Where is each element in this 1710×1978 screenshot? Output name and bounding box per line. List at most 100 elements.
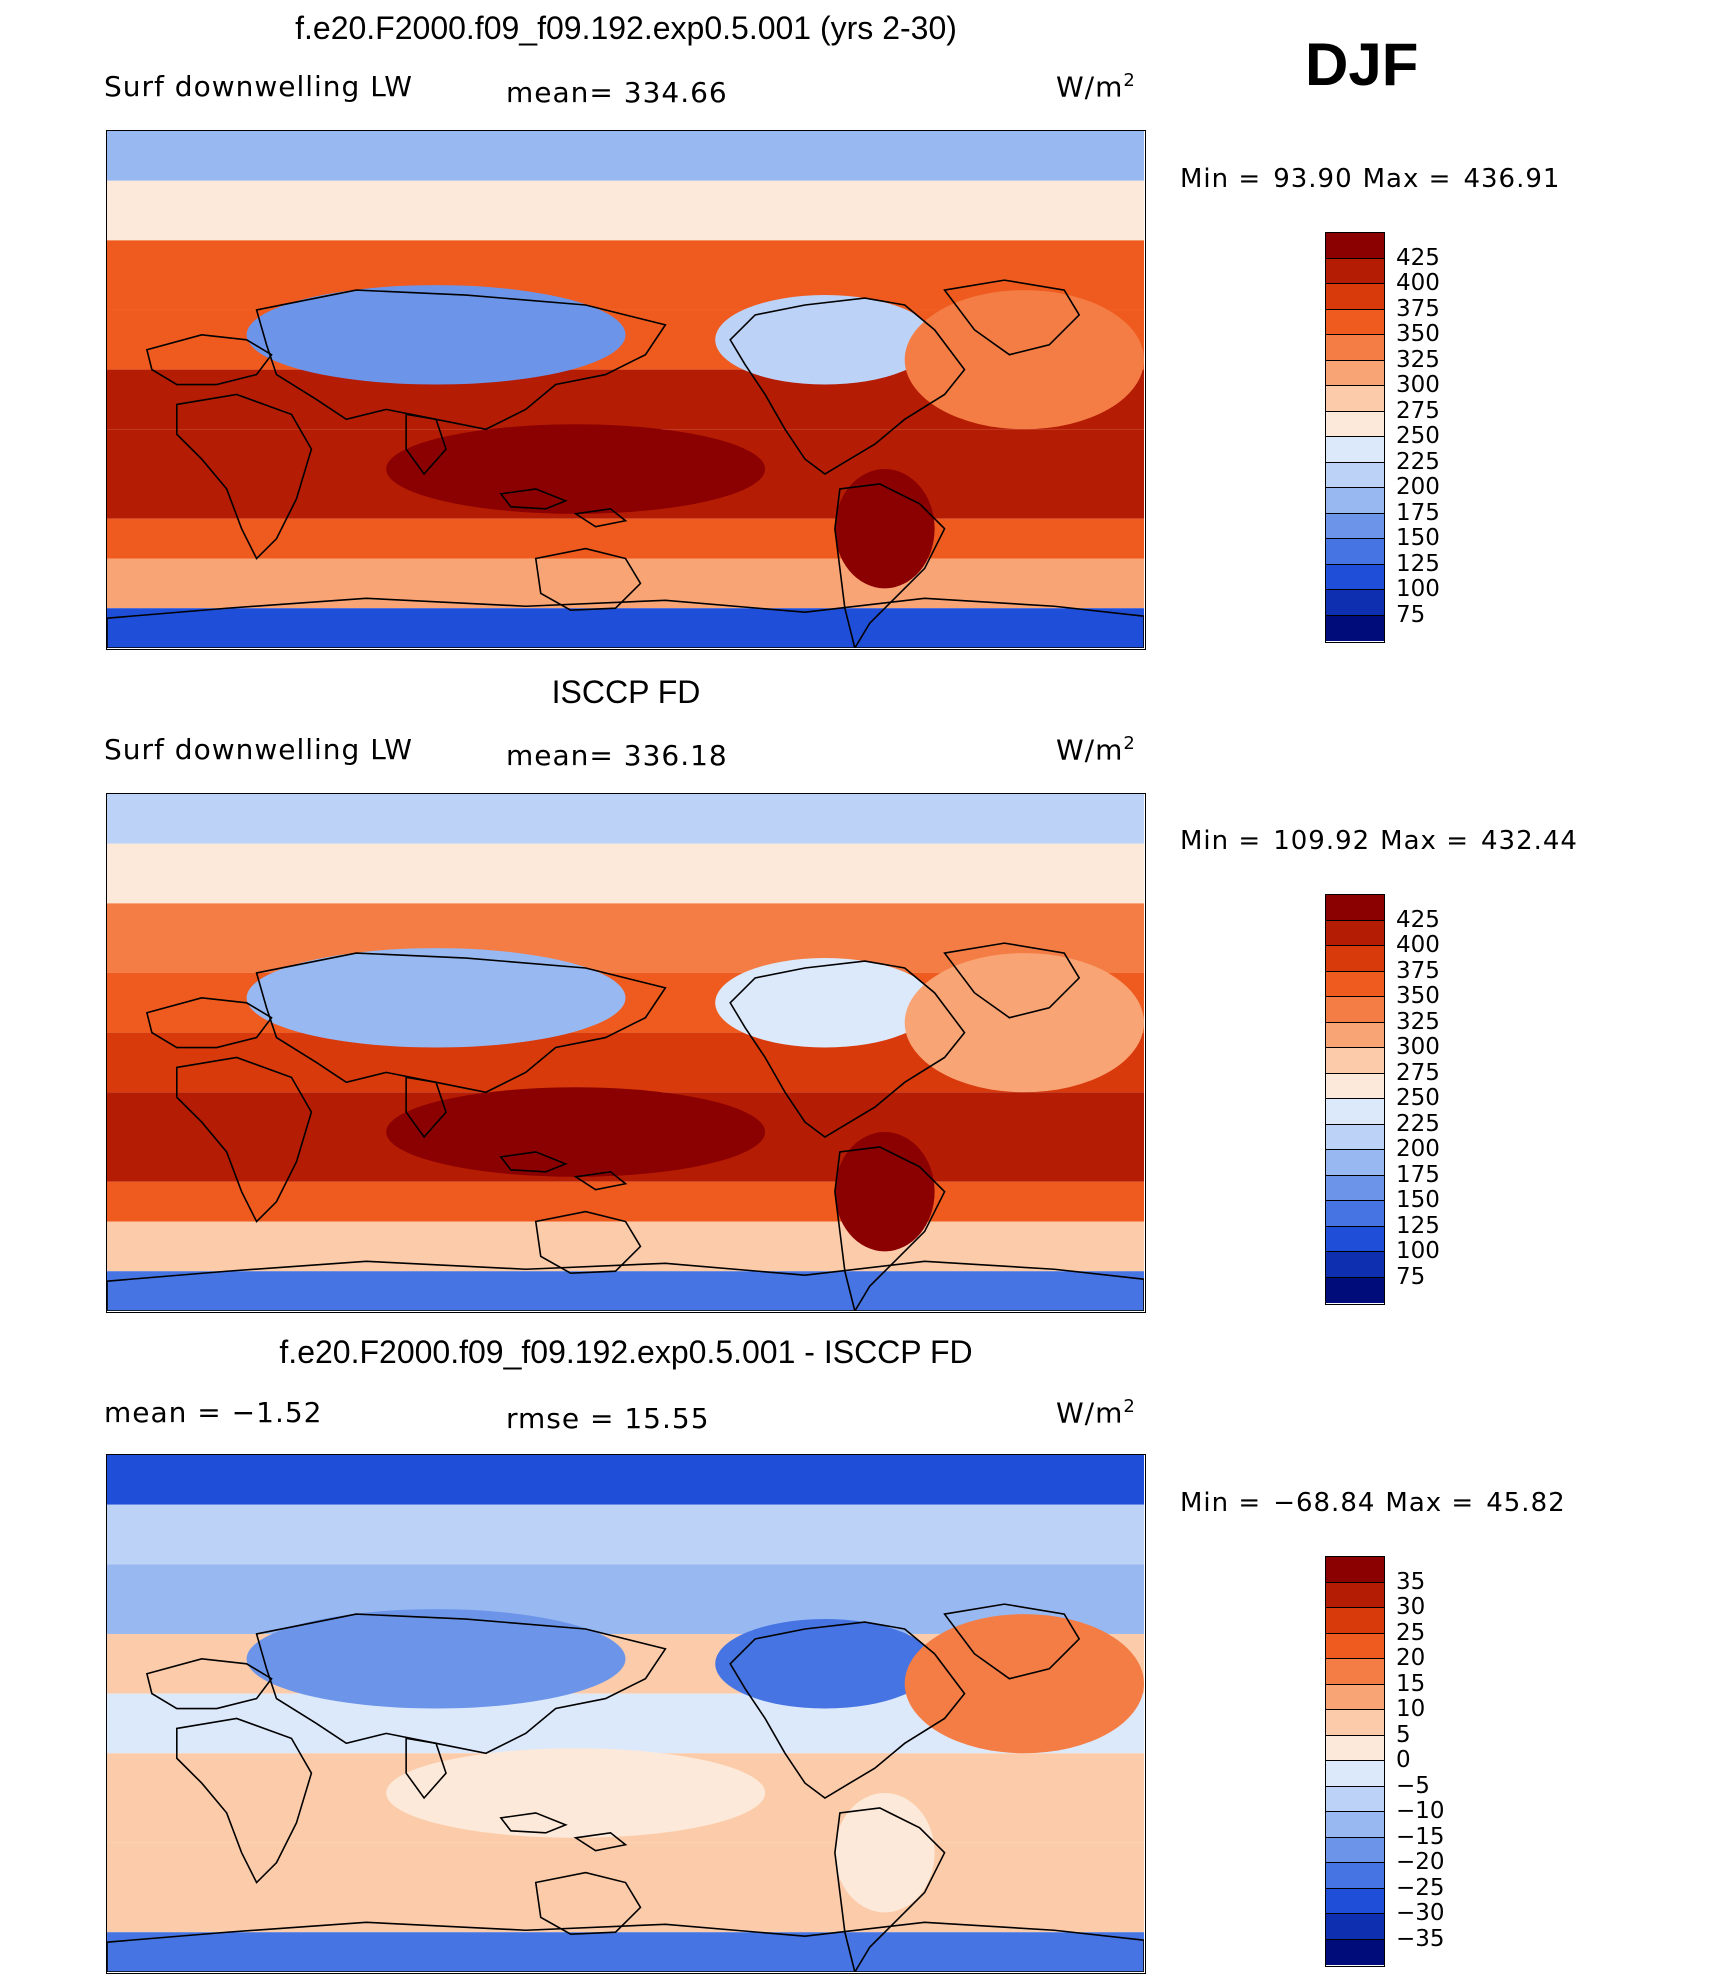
field-region	[715, 295, 935, 385]
colorbar-segment	[1326, 437, 1384, 463]
coastline	[534, 547, 642, 612]
field-band	[107, 1181, 1144, 1222]
colorbar-tick-label: 400	[1396, 270, 1440, 296]
colorbar-tick-label: −30	[1396, 1900, 1445, 1926]
min-value: 109.92	[1273, 826, 1371, 856]
field-band	[107, 843, 1144, 904]
coastline	[834, 1146, 946, 1311]
field-band	[107, 180, 1144, 241]
colorbar-segment	[1326, 1557, 1384, 1583]
colorbar-segment	[1326, 1150, 1384, 1176]
field-region	[386, 424, 766, 514]
coastline	[943, 1603, 1081, 1680]
mean-label: mean= 336.18	[506, 739, 728, 772]
field-band	[107, 794, 1144, 844]
map-panel	[106, 1454, 1146, 1974]
colorbar-tick-label: 175	[1396, 499, 1440, 526]
coastline	[573, 507, 628, 528]
colorbar-segment	[1326, 1252, 1384, 1278]
coastline	[176, 1717, 313, 1884]
coastline	[573, 1831, 628, 1852]
field-band	[107, 608, 1144, 648]
colorbar-segment	[1326, 411, 1384, 437]
coastline	[255, 289, 667, 431]
field-region	[246, 285, 626, 385]
colorbar-segment	[1326, 1812, 1384, 1838]
field-region	[904, 290, 1144, 430]
variable-label: Surf downwelling LW	[104, 733, 413, 766]
colorbar-tick-label: 325	[1396, 1008, 1440, 1035]
season-label: DJF	[1305, 31, 1419, 98]
map-plot	[107, 1455, 1144, 1972]
coastline	[176, 1056, 313, 1223]
colorbar-tick-label: 275	[1396, 397, 1440, 424]
colorbar-segment	[1326, 258, 1384, 284]
map-panel	[106, 793, 1146, 1313]
units-exponent: 2	[1123, 1396, 1136, 1417]
colorbar-segment	[1326, 1608, 1384, 1634]
min-max-line: Min = 93.90 Max = 436.91	[1180, 164, 1560, 194]
colorbar-segment	[1326, 462, 1384, 488]
colorbar-segment	[1326, 1659, 1384, 1685]
colorbar-segment	[1326, 1048, 1384, 1074]
units-label: W/m2	[1056, 70, 1136, 103]
colorbar-tick-label: −20	[1396, 1849, 1445, 1875]
colorbar-tick-label: 125	[1396, 1212, 1440, 1239]
colorbar-segment	[1326, 1124, 1384, 1150]
min-label: Min =	[1180, 1488, 1262, 1518]
colorbar-tick-label: 100	[1396, 1238, 1440, 1264]
colorbar-segment	[1326, 1914, 1384, 1940]
coastline	[145, 997, 273, 1049]
units-exponent: 2	[1123, 733, 1136, 754]
colorbar-segment	[1326, 1786, 1384, 1812]
field-band	[107, 1882, 1144, 1933]
colorbar-tick-label: 75	[1396, 601, 1426, 628]
units-text: W/m	[1056, 1396, 1124, 1430]
min-value: 93.90	[1273, 164, 1353, 194]
colorbar-tick-label: 375	[1396, 295, 1440, 322]
coastline	[534, 1871, 642, 1936]
coastline	[499, 488, 568, 510]
colorbar-tick-label: 30	[1396, 1594, 1426, 1620]
colorbar-segment	[1326, 564, 1384, 590]
max-value: 45.82	[1486, 1488, 1566, 1518]
coastline	[499, 1151, 568, 1173]
colorbar-segment	[1326, 1761, 1384, 1787]
colorbar-tick-label: 20	[1396, 1645, 1426, 1671]
panel-title: f.e20.F2000.f09_f09.192.exp0.5.001 - ISC…	[279, 1334, 973, 1370]
rmse-label: rmse = 15.55	[506, 1402, 710, 1435]
max-label: Max =	[1380, 826, 1469, 856]
coastline	[176, 393, 313, 560]
field-band	[107, 518, 1144, 559]
colorbar-tick-label: 200	[1396, 1136, 1440, 1162]
variable-label: Surf downwelling LW	[104, 70, 413, 103]
colorbar-tick-label: −10	[1396, 1798, 1445, 1824]
colorbar-segment	[1326, 1939, 1384, 1965]
colorbar-tick-label: 150	[1396, 1187, 1440, 1213]
colorbar-tick-label: −15	[1396, 1823, 1445, 1850]
field-band	[107, 1932, 1144, 1972]
colorbar-tick-label: 225	[1396, 1110, 1440, 1137]
coastline	[834, 1807, 946, 1972]
colorbar-tick-label: 75	[1396, 1263, 1426, 1290]
colorbar-tick-label: 175	[1396, 1161, 1440, 1188]
colorbar-segment	[1326, 1684, 1384, 1710]
colorbar-tick-label: 15	[1396, 1670, 1426, 1697]
field-band	[107, 1842, 1144, 1883]
colorbar-segment	[1326, 1099, 1384, 1125]
colorbar-tick-label: 225	[1396, 448, 1440, 475]
coastline	[107, 597, 1144, 648]
colorbar-segment	[1326, 1863, 1384, 1889]
coastline	[499, 1812, 568, 1834]
colorbar-tick-label: 350	[1396, 321, 1440, 347]
field-region	[386, 1087, 766, 1177]
map-plot	[107, 131, 1144, 648]
colorbar-tick-label: 325	[1396, 346, 1440, 373]
map-panel	[106, 130, 1146, 650]
colorbar-segment	[1326, 539, 1384, 565]
coastline	[405, 1737, 447, 1800]
max-value: 436.91	[1463, 164, 1561, 194]
colorbar-tick-label: 125	[1396, 550, 1440, 577]
min-label: Min =	[1180, 826, 1262, 856]
colorbar-tick-label: 375	[1396, 957, 1440, 984]
